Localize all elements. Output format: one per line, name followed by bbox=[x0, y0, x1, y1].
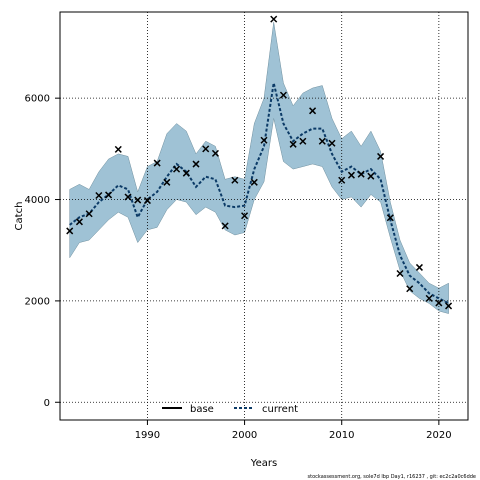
observed-point bbox=[357, 170, 365, 178]
x-tick-label: 2000 bbox=[232, 430, 257, 441]
observed-point bbox=[347, 171, 355, 179]
legend: base current bbox=[162, 404, 298, 415]
y-tick-label: 6000 bbox=[25, 94, 50, 105]
observed-point bbox=[406, 285, 414, 293]
observed-point bbox=[124, 193, 132, 201]
x-ticks: 1990 2000 2010 2020 bbox=[135, 420, 452, 441]
legend-current-label: current bbox=[262, 404, 298, 415]
observed-point bbox=[173, 165, 181, 173]
x-tick-label: 2020 bbox=[426, 430, 451, 441]
observed-point bbox=[114, 145, 122, 153]
y-tick-label: 4000 bbox=[25, 195, 50, 206]
observed-point bbox=[386, 214, 394, 222]
y-tick-label: 2000 bbox=[25, 296, 50, 307]
observed-point bbox=[250, 178, 258, 186]
observed-point bbox=[425, 294, 433, 302]
y-ticks: 0 2000 4000 6000 bbox=[25, 94, 60, 409]
observed-point bbox=[415, 263, 423, 271]
observed-point bbox=[231, 176, 239, 184]
observed-point bbox=[143, 197, 151, 205]
observed-point bbox=[182, 169, 190, 177]
observed-point bbox=[435, 299, 443, 307]
observed-point bbox=[75, 218, 83, 226]
observed-point bbox=[202, 145, 210, 153]
x-tick-label: 1990 bbox=[135, 430, 160, 441]
observed-point bbox=[153, 159, 161, 167]
observed-point bbox=[299, 137, 307, 145]
observed-point bbox=[445, 302, 453, 310]
observed-point bbox=[211, 149, 219, 157]
footer-text: stockassessment.org, sole7d lbp Day1, r1… bbox=[308, 474, 476, 480]
observed-point bbox=[328, 139, 336, 147]
confidence-band bbox=[69, 22, 449, 314]
observed-point bbox=[289, 140, 297, 148]
observed-point bbox=[95, 191, 103, 200]
observed-point bbox=[134, 196, 142, 204]
grid-layer bbox=[60, 12, 468, 420]
current-series-line bbox=[69, 82, 450, 305]
observed-point bbox=[309, 107, 317, 115]
line-layer bbox=[69, 82, 450, 305]
observed-point bbox=[241, 212, 249, 220]
x-tick-label: 2010 bbox=[329, 430, 354, 441]
observed-point bbox=[192, 160, 200, 168]
observed-point bbox=[338, 176, 346, 184]
observed-point bbox=[85, 210, 93, 218]
y-tick-label: 0 bbox=[44, 398, 50, 409]
observed-point bbox=[318, 137, 326, 145]
observed-point bbox=[279, 91, 287, 99]
observed-point bbox=[270, 15, 278, 23]
y-axis-title: Catch bbox=[14, 202, 25, 231]
legend-base-label: base bbox=[190, 404, 214, 415]
observed-point bbox=[367, 172, 375, 180]
observed-point bbox=[260, 136, 268, 144]
band-layer bbox=[69, 22, 449, 314]
observed-point bbox=[396, 269, 404, 278]
plot-frame bbox=[59, 11, 469, 421]
points-layer bbox=[66, 15, 453, 310]
x-axis-title: Years bbox=[250, 458, 277, 469]
observed-point bbox=[66, 227, 74, 235]
observed-point bbox=[105, 191, 113, 199]
observed-point bbox=[221, 222, 229, 230]
observed-point bbox=[377, 152, 385, 160]
observed-point bbox=[163, 178, 171, 186]
